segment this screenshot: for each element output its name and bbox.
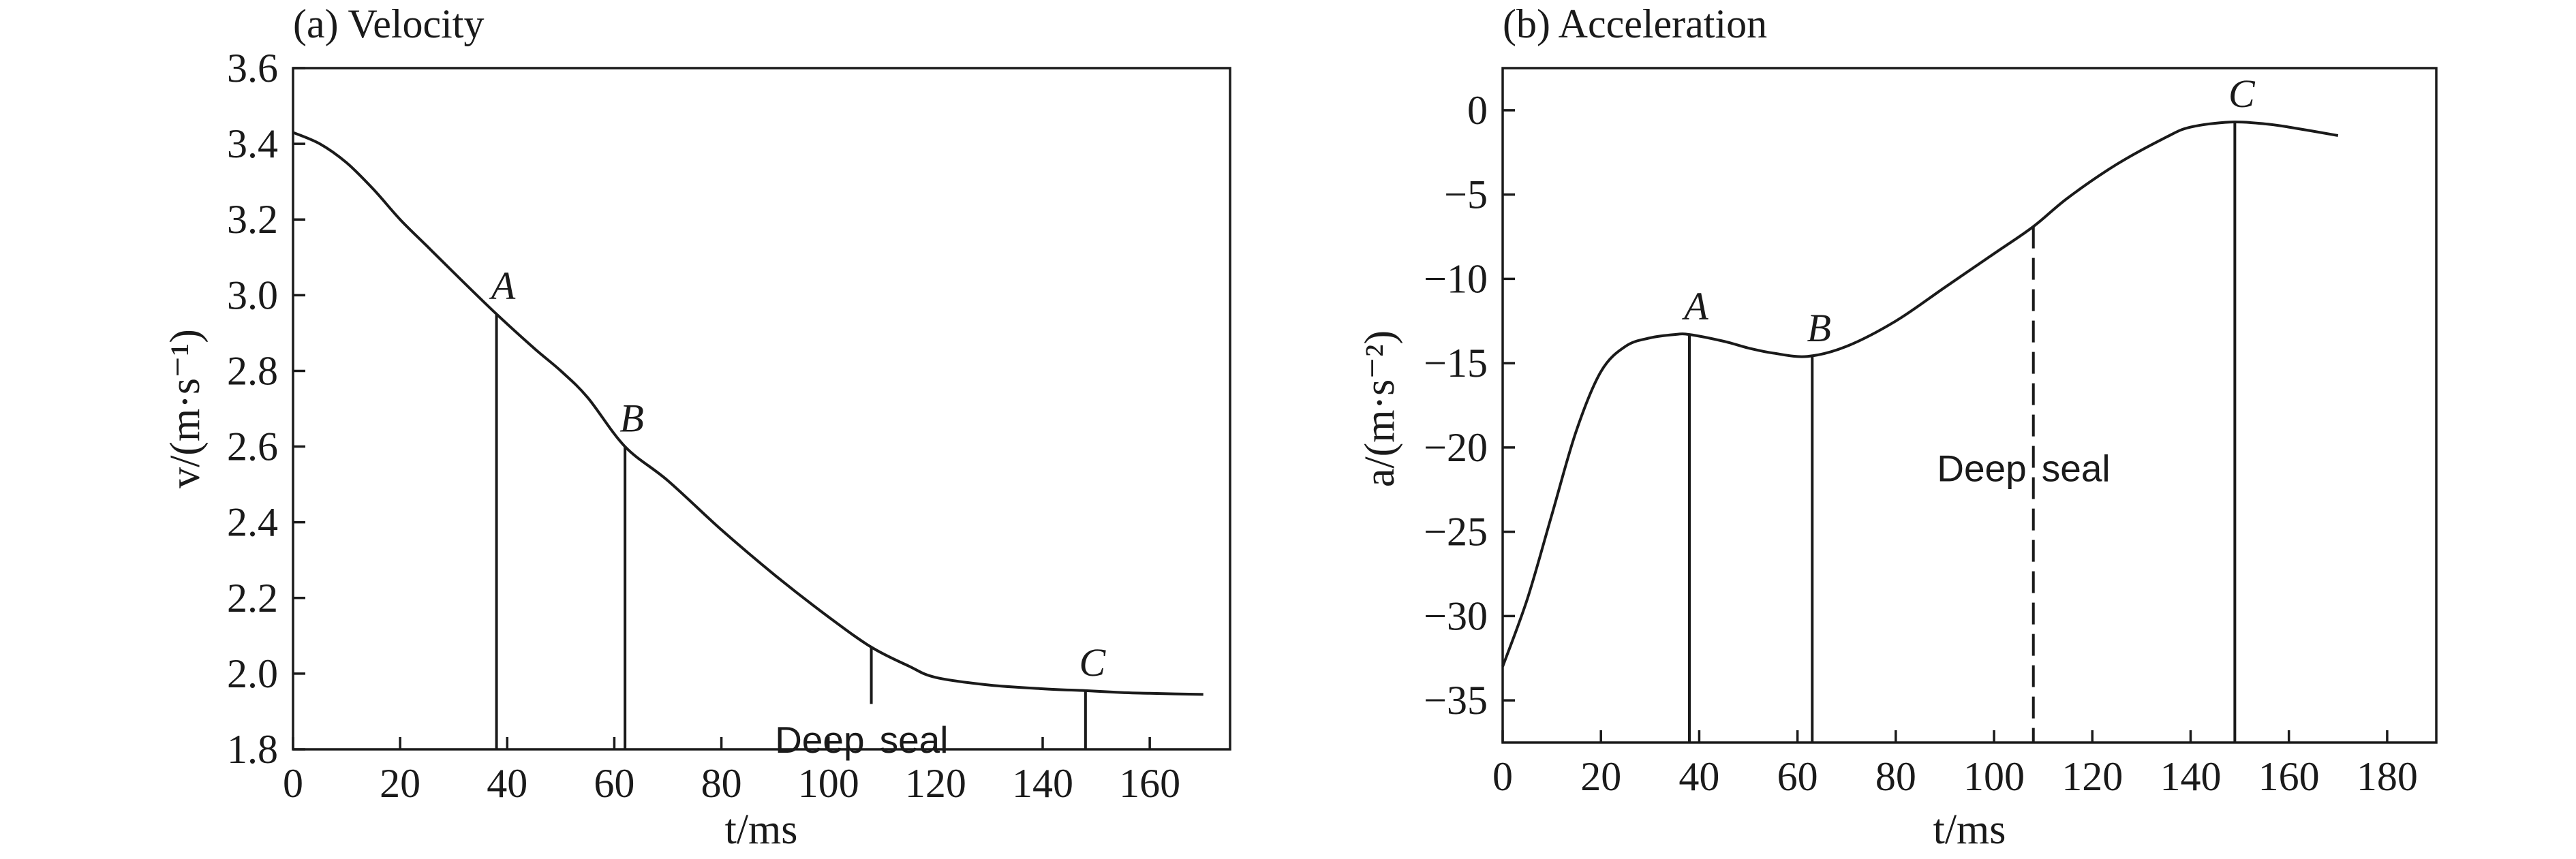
acceleration-y-tick-label: −20 bbox=[1424, 425, 1488, 470]
velocity-x-tick-label: 100 bbox=[798, 761, 859, 806]
acceleration-marks: 0 20 40 60 80 100 120 140 160 180 −35 −30 −25 −20 −15 −… bbox=[1424, 72, 2418, 799]
velocity-y-tick-label: 2.0 bbox=[227, 651, 278, 696]
acceleration-x-tick-label: 80 bbox=[1875, 754, 1916, 799]
velocity-series-line bbox=[292, 131, 1203, 696]
acceleration-x-tick-label: 160 bbox=[2258, 754, 2320, 799]
velocity-y-tick-label: 3.0 bbox=[227, 272, 278, 317]
velocity-x-tick-label: 60 bbox=[594, 761, 634, 806]
velocity-point-label-a: A bbox=[489, 264, 516, 308]
acceleration-y-tick-label: −35 bbox=[1424, 678, 1488, 723]
acceleration-panel-title: (b) Acceleration bbox=[1503, 1, 1767, 46]
acceleration-x-tick-label: 140 bbox=[2160, 754, 2221, 799]
velocity-y-axis-label: v/(m·s⁻¹) bbox=[162, 329, 209, 488]
velocity-panel-title: (a) Velocity bbox=[293, 1, 484, 46]
velocity-panel: (a) Velocity 0 20 40 60 80 100 120 140 160 1.8 2.0… bbox=[162, 1, 1231, 853]
velocity-y-tick-label: 3.4 bbox=[227, 121, 278, 166]
acceleration-x-tick-label: 60 bbox=[1777, 754, 1818, 799]
acceleration-point-label-b: B bbox=[1807, 306, 1831, 350]
velocity-point-label-b: B bbox=[619, 396, 643, 441]
acceleration-y-tick-label: −5 bbox=[1444, 172, 1488, 217]
acceleration-plot-frame bbox=[1501, 67, 2438, 744]
velocity-y-tick-label: 2.2 bbox=[227, 576, 278, 621]
acceleration-y-tick-label: −10 bbox=[1424, 256, 1488, 301]
velocity-y-tick-label: 2.8 bbox=[227, 348, 278, 393]
acceleration-point-label-a: A bbox=[1681, 284, 1708, 328]
velocity-deep-seal-label-left: Deep bbox=[775, 719, 864, 761]
acceleration-y-tick-label: −15 bbox=[1424, 341, 1488, 386]
acceleration-x-axis-label: t/ms bbox=[1933, 807, 2006, 853]
acceleration-panel: (b) Acceleration 0 20 40 60 80 100 120 140 160 18… bbox=[1357, 1, 2438, 853]
velocity-x-tick-label: 0 bbox=[283, 761, 303, 806]
acceleration-y-axis-label: a/(m·s⁻²) bbox=[1357, 330, 1403, 487]
velocity-x-tick-label: 40 bbox=[487, 761, 527, 806]
velocity-y-tick-label: 2.4 bbox=[227, 500, 278, 545]
velocity-deep-seal-label-right: seal bbox=[880, 719, 949, 761]
acceleration-y-tick-label: −30 bbox=[1424, 593, 1488, 638]
acceleration-x-tick-label: 40 bbox=[1678, 754, 1719, 799]
velocity-y-tick-label: 3.2 bbox=[227, 197, 278, 242]
velocity-x-tick-label: 160 bbox=[1119, 761, 1180, 806]
velocity-y-tick-label: 3.6 bbox=[227, 46, 278, 91]
velocity-y-tick-label: 2.6 bbox=[227, 424, 278, 469]
acceleration-deep-seal-label-right: seal bbox=[2042, 447, 2111, 489]
acceleration-y-tick-label: 0 bbox=[1467, 88, 1488, 133]
acceleration-point-label-c: C bbox=[2228, 72, 2256, 116]
velocity-y-tick-label: 1.8 bbox=[227, 727, 278, 772]
acceleration-x-tick-label: 180 bbox=[2357, 754, 2418, 799]
acceleration-y-tick-label: −25 bbox=[1424, 510, 1488, 555]
velocity-point-label-c: C bbox=[1079, 640, 1107, 685]
velocity-x-tick-label: 80 bbox=[701, 761, 742, 806]
velocity-plot-frame bbox=[292, 67, 1231, 751]
acceleration-x-tick-label: 20 bbox=[1580, 754, 1621, 799]
acceleration-x-tick-label: 100 bbox=[1963, 754, 2025, 799]
velocity-x-tick-label: 140 bbox=[1012, 761, 1073, 806]
acceleration-deep-seal-label-left: Deep bbox=[1937, 447, 2026, 489]
velocity-x-tick-label: 120 bbox=[905, 761, 966, 806]
velocity-x-tick-label: 20 bbox=[380, 761, 420, 806]
acceleration-series-line bbox=[1501, 121, 2339, 668]
acceleration-x-tick-label: 0 bbox=[1492, 754, 1513, 799]
acceleration-x-tick-label: 120 bbox=[2061, 754, 2123, 799]
velocity-x-axis-label: t/ms bbox=[725, 807, 798, 853]
velocity-marks: 0 20 40 60 80 100 120 140 160 1.8 2.0 2.2 2.4 2.6 2.8 3… bbox=[227, 46, 1203, 806]
